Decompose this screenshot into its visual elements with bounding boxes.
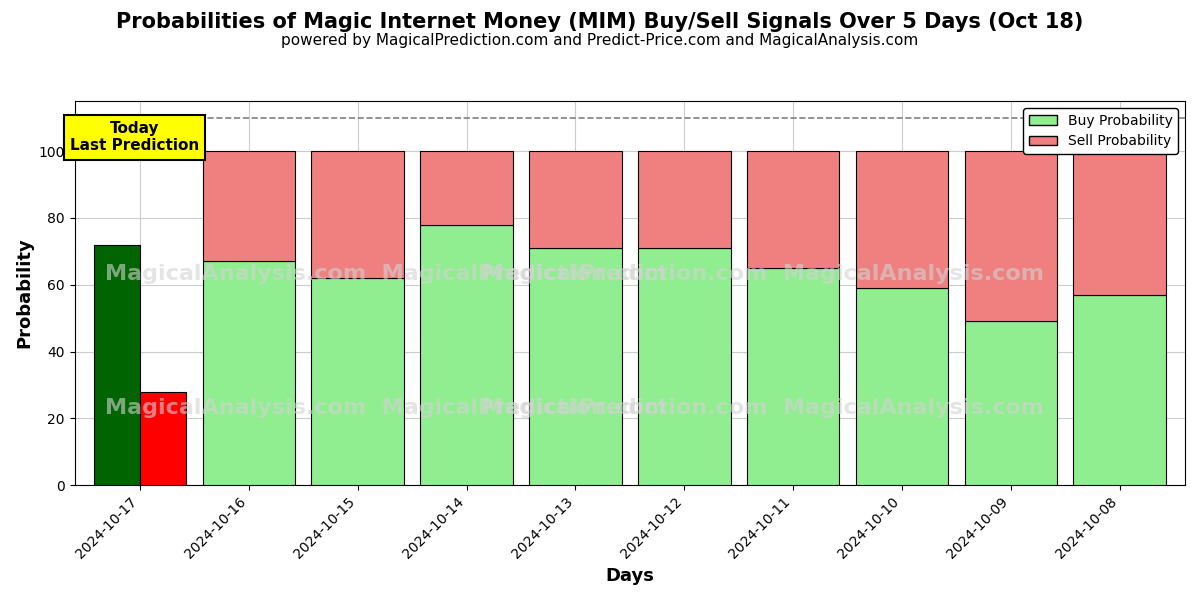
X-axis label: Days: Days xyxy=(605,567,654,585)
Bar xyxy=(1074,151,1166,295)
Bar xyxy=(529,151,622,248)
Text: MagicalAnalysis.com  MagicalPrediction.com: MagicalAnalysis.com MagicalPrediction.co… xyxy=(104,264,666,284)
Bar xyxy=(420,151,512,224)
Bar xyxy=(1074,295,1166,485)
Bar xyxy=(746,268,839,485)
Bar xyxy=(420,224,512,485)
Bar xyxy=(856,151,948,288)
Text: powered by MagicalPrediction.com and Predict-Price.com and MagicalAnalysis.com: powered by MagicalPrediction.com and Pre… xyxy=(281,33,919,48)
Bar xyxy=(203,262,295,485)
Text: Probabilities of Magic Internet Money (MIM) Buy/Sell Signals Over 5 Days (Oct 18: Probabilities of Magic Internet Money (M… xyxy=(116,12,1084,32)
Y-axis label: Probability: Probability xyxy=(16,238,34,349)
Bar xyxy=(746,151,839,268)
Bar xyxy=(203,151,295,262)
Bar xyxy=(965,151,1057,322)
Bar xyxy=(856,288,948,485)
Bar xyxy=(140,392,186,485)
Text: MagicalPrediction.com  MagicalAnalysis.com: MagicalPrediction.com MagicalAnalysis.co… xyxy=(482,264,1044,284)
Bar xyxy=(638,151,731,248)
Bar xyxy=(95,245,140,485)
Text: MagicalPrediction.com  MagicalAnalysis.com: MagicalPrediction.com MagicalAnalysis.co… xyxy=(482,398,1044,418)
Legend: Buy Probability, Sell Probability: Buy Probability, Sell Probability xyxy=(1024,108,1178,154)
Bar xyxy=(529,248,622,485)
Bar xyxy=(638,248,731,485)
Bar xyxy=(312,278,404,485)
Bar xyxy=(965,322,1057,485)
Text: Today
Last Prediction: Today Last Prediction xyxy=(70,121,199,154)
Text: MagicalAnalysis.com  MagicalPrediction.com: MagicalAnalysis.com MagicalPrediction.co… xyxy=(104,398,666,418)
Bar xyxy=(312,151,404,278)
